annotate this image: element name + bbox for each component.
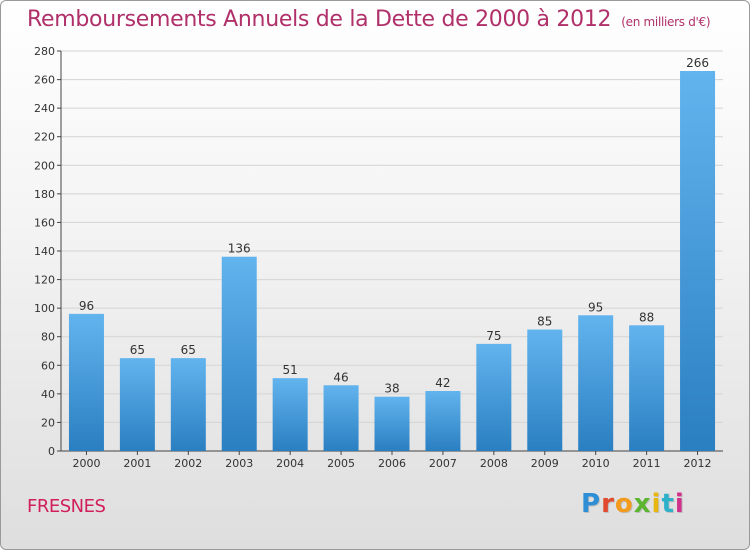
data-label-2002: 65 (181, 343, 196, 357)
y-tick-label: 240 (34, 102, 55, 115)
y-tick-label: 120 (34, 274, 55, 287)
x-tick-label: 2006 (378, 457, 406, 470)
data-label-2000: 96 (79, 299, 94, 313)
data-label-2007: 42 (435, 376, 450, 390)
y-tick-label: 180 (34, 188, 55, 201)
chart-title: Remboursements Annuels de la Dette de 20… (27, 7, 711, 32)
x-tick-label: 2001 (123, 457, 151, 470)
bar-2007 (425, 391, 461, 451)
data-label-2012: 266 (686, 56, 709, 70)
x-tick-label: 2005 (327, 457, 355, 470)
x-tick-label: 2007 (429, 457, 457, 470)
bar-2011 (629, 325, 665, 451)
data-label-2005: 46 (333, 370, 348, 384)
y-tick-label: 40 (41, 388, 55, 401)
bar-2008 (476, 343, 512, 451)
data-label-2004: 51 (283, 363, 298, 377)
proxiti-logo: Proxiti (581, 489, 685, 519)
logo-letter: r (601, 489, 615, 519)
x-tick-label: 2012 (684, 457, 712, 470)
bar-2001 (119, 358, 155, 451)
y-tick-label: 60 (41, 359, 55, 372)
logo-letter: P (581, 489, 602, 519)
x-tick-label: 2010 (582, 457, 610, 470)
y-tick-label: 140 (34, 245, 55, 258)
y-tick-label: 260 (34, 74, 55, 87)
y-tick-label: 200 (34, 159, 55, 172)
logo-letter: o (614, 489, 634, 519)
bar-2005 (323, 385, 359, 451)
x-tick-label: 2009 (531, 457, 559, 470)
x-tick-label: 2011 (633, 457, 661, 470)
x-tick-label: 2004 (276, 457, 304, 470)
chart-title-main: Remboursements Annuels de la Dette de 20… (27, 7, 612, 32)
data-label-2006: 38 (384, 382, 399, 396)
bar-2009 (527, 329, 563, 451)
x-tick-label: 2000 (72, 457, 100, 470)
data-label-2003: 136 (228, 242, 251, 256)
data-label-2009: 85 (537, 315, 552, 329)
y-tick-label: 80 (41, 331, 55, 344)
logo-letter: t (661, 489, 675, 519)
bar-2006 (374, 396, 410, 451)
chart-title-unit: (en milliers d'€) (621, 15, 711, 29)
y-tick-label: 20 (41, 416, 55, 429)
x-tick-label: 2003 (225, 457, 253, 470)
commune-name: FRESNES (27, 496, 106, 517)
y-tick-label: 100 (34, 302, 55, 315)
bar-2000 (68, 313, 104, 451)
x-tick-label: 2002 (174, 457, 202, 470)
y-tick-label: 280 (34, 45, 55, 58)
bar-2003 (221, 256, 257, 451)
data-label-2008: 75 (486, 329, 501, 343)
bar-2002 (170, 358, 206, 451)
data-label-2001: 65 (130, 343, 145, 357)
logo-letter: i (674, 489, 685, 519)
x-tick-label: 2008 (480, 457, 508, 470)
y-tick-label: 0 (48, 445, 55, 458)
bar-2012 (680, 71, 716, 451)
logo-letter: i (651, 489, 662, 519)
data-label-2010: 95 (588, 300, 603, 314)
logo-letter: x (633, 489, 652, 519)
bar-2004 (272, 378, 308, 451)
data-label-2011: 88 (639, 310, 654, 324)
y-tick-label: 220 (34, 131, 55, 144)
y-tick-label: 160 (34, 216, 55, 229)
bar-2010 (578, 315, 614, 451)
